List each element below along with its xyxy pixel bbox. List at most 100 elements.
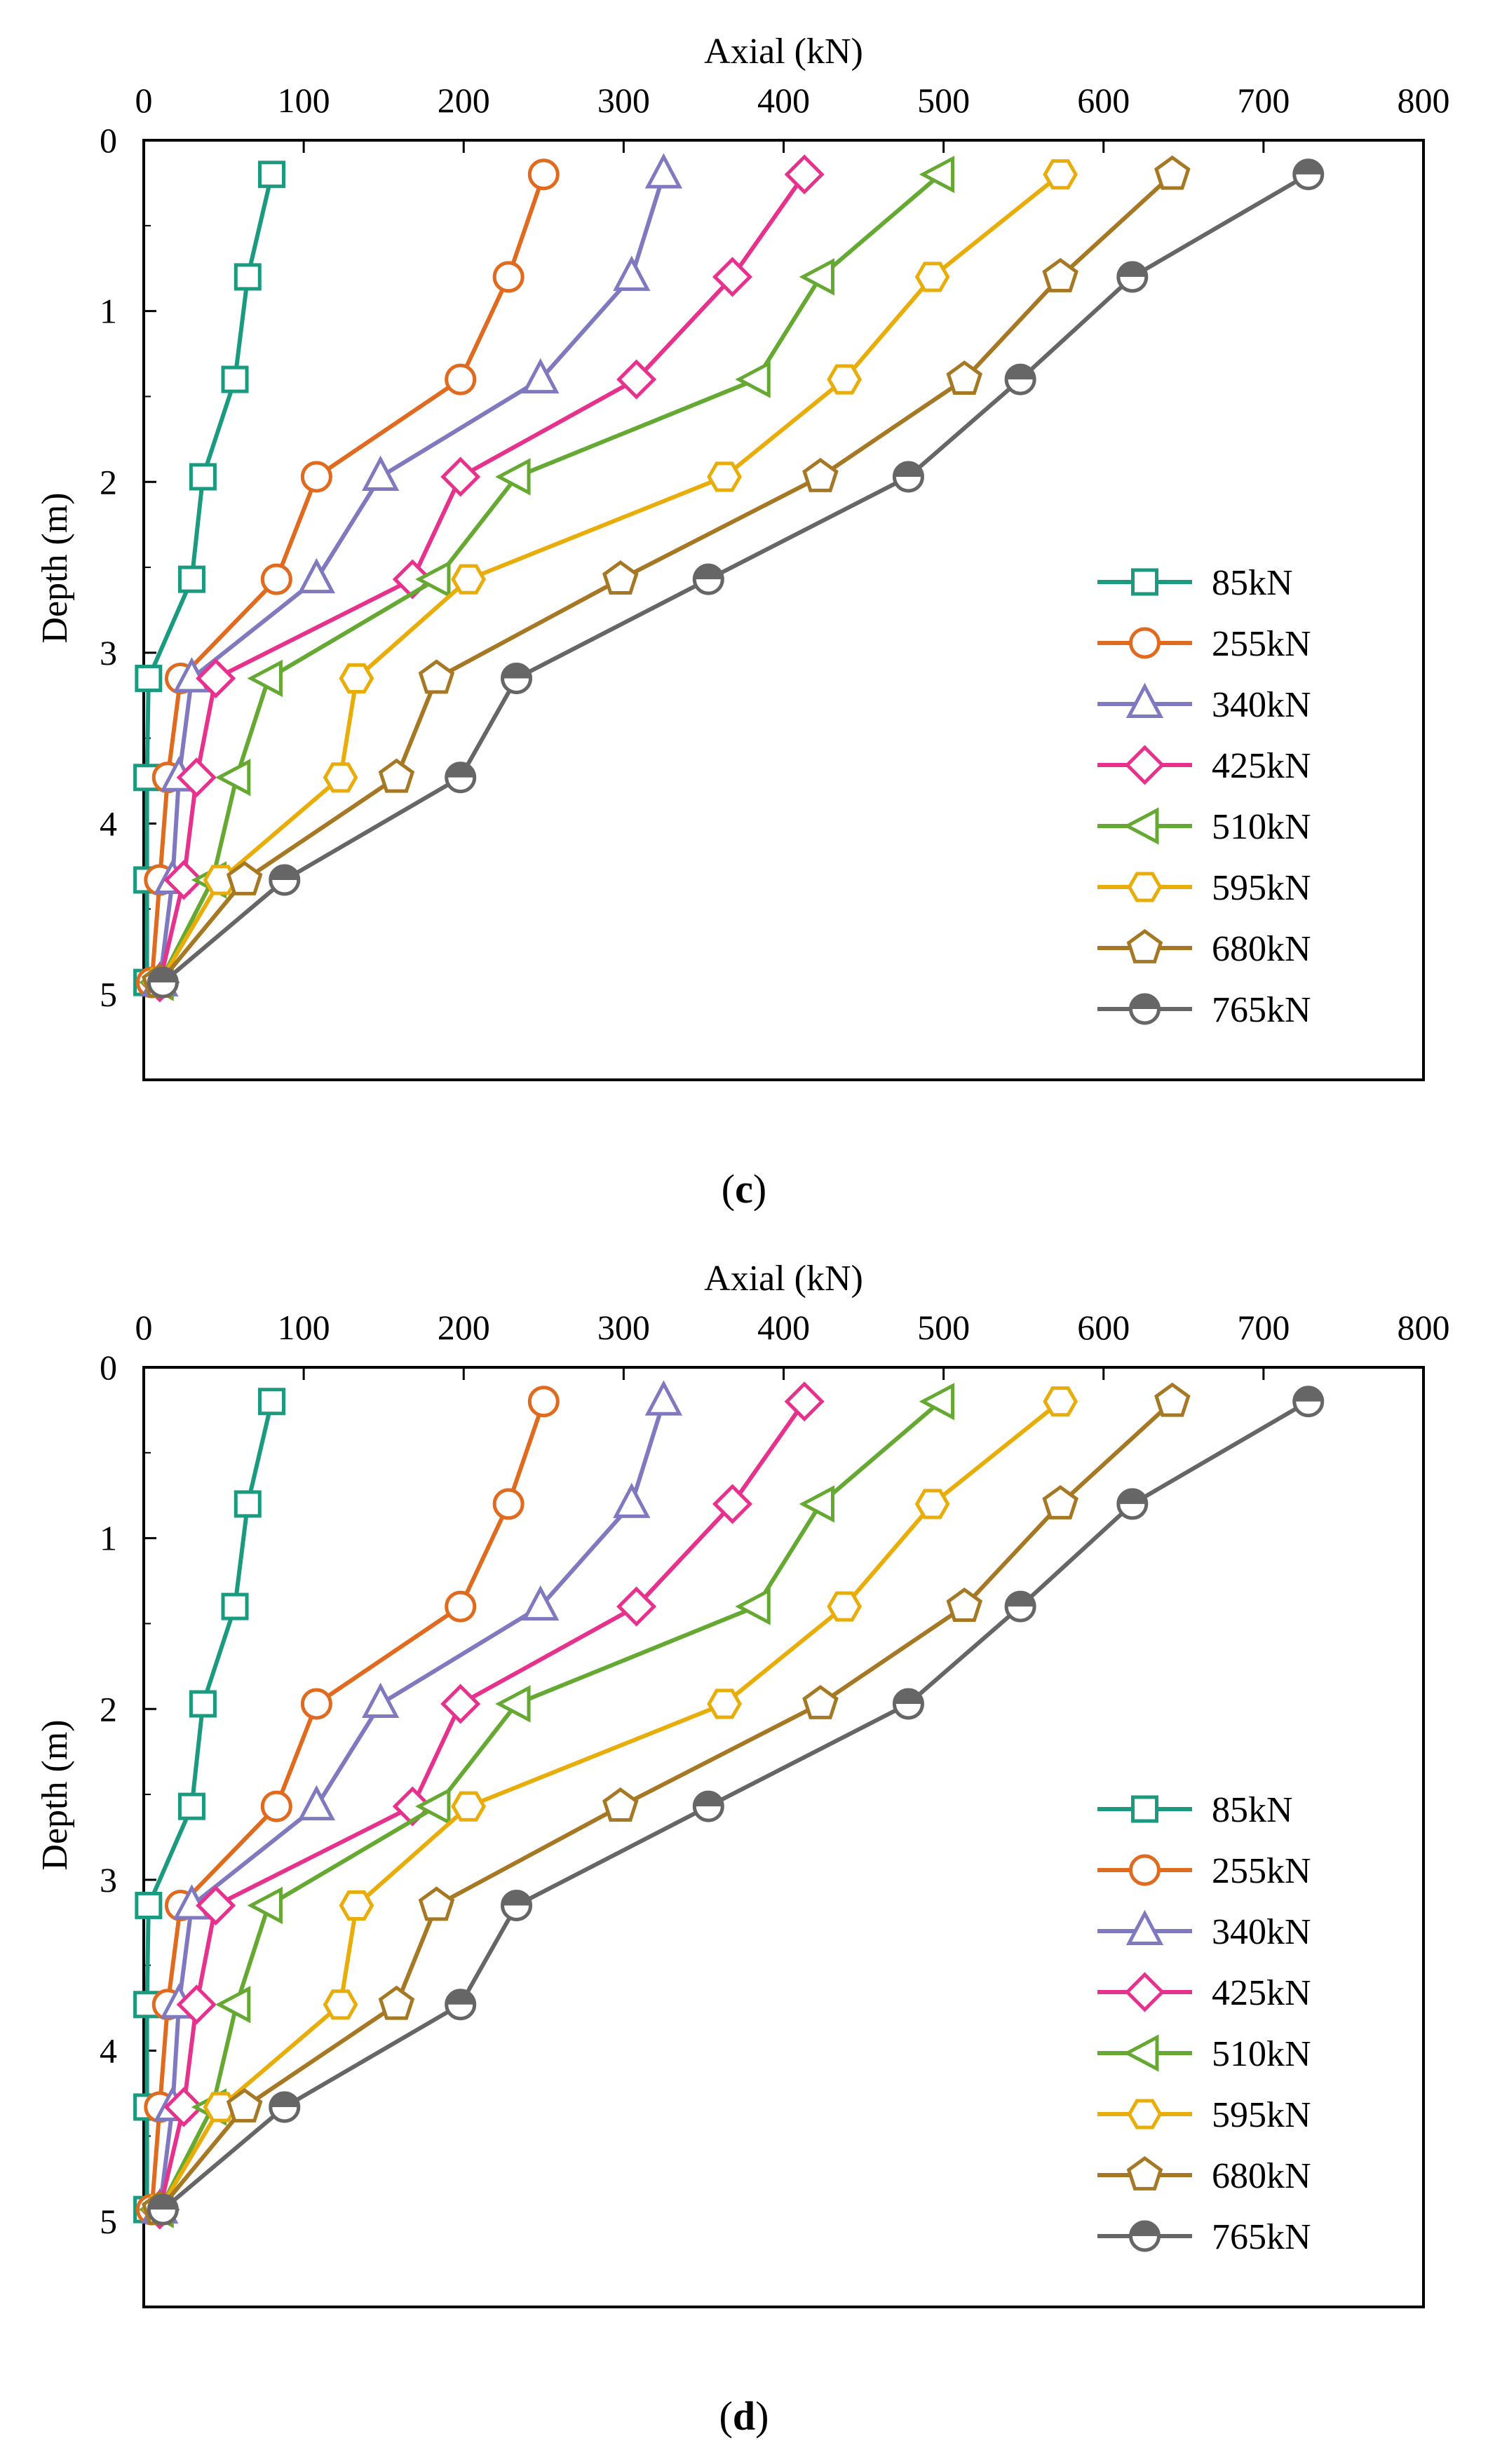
data-point-255kN [300,1688,332,1720]
x-tick-label: 500 [917,1308,970,1347]
data-point-425kN [196,658,236,698]
legend-marker [1126,2155,1163,2191]
data-point-680kN [1042,257,1078,292]
legend-marker [1123,807,1159,845]
legend-marker [1127,2099,1163,2130]
legend-item-765kN: 765kN [1097,990,1311,1030]
data-point-680kN [1042,1484,1078,1519]
data-point-425kN [163,2087,204,2127]
data-point-595kN [914,1489,950,1519]
data-point-680kN [602,560,639,595]
legend-label: 340kN [1212,685,1311,725]
legend-item-595kN: 595kN [1097,868,1311,908]
data-point-340kN [613,1482,651,1518]
series-340kN [141,1380,683,2224]
legend-item-85kN: 85kN [1097,1790,1293,1830]
legend-marker [1123,2034,1159,2072]
data-point-85kN [234,263,262,291]
y-axis-label: Depth (m) [35,1719,75,1870]
x-tick-label: 800 [1398,81,1450,120]
data-point-340kN [361,455,400,491]
data-point-595kN [323,1989,358,2020]
y-tick-label: 1 [100,292,117,331]
legend-item-85kN: 85kN [1097,563,1293,603]
data-point-765kN [147,2193,179,2226]
data-point-425kN [176,1984,217,2025]
data-point-595kN [1043,1386,1078,1417]
series-680kN [142,1382,1191,2226]
data-point-595kN [1043,159,1078,190]
data-point-765kN [147,966,179,999]
data-point-680kN [1154,1382,1191,1417]
x-tick-label: 500 [917,81,970,120]
y-tick-label: 5 [100,975,117,1014]
data-point-510kN [215,1986,251,2024]
series-line-85kN [144,1401,274,2210]
data-point-595kN [914,262,950,292]
data-point-765kN [1004,1590,1036,1623]
data-point-340kN [613,255,651,291]
legend-marker [1129,627,1161,659]
data-point-85kN [189,1690,217,1718]
x-tick-label: 700 [1237,81,1290,120]
data-point-595kN [451,1791,486,1822]
figure-panel-d: 0 100 200 300 400 500 600 700 800 Axial (kN) 0 1 2 3 4… [0,1227,1488,2460]
data-point-765kN [1116,1488,1149,1520]
data-point-595kN [339,663,374,694]
series-765kN [147,158,1325,999]
x-tick-label: 600 [1077,81,1130,120]
data-point-765kN [501,1889,533,1921]
data-point-340kN [522,1585,560,1621]
data-point-680kN [226,2087,263,2123]
data-point-510kN [919,1383,955,1421]
data-point-680kN [946,360,983,395]
data-point-340kN [522,358,560,394]
legend-marker [1131,1795,1158,1823]
legend-item-340kN: 340kN [1097,682,1311,725]
legend-label: 510kN [1212,2034,1311,2074]
legend-item-680kN: 680kN [1097,928,1311,969]
x-tick-label: 400 [757,1308,810,1347]
data-point-340kN [297,557,336,594]
data-point-255kN [492,261,525,293]
legend-marker [1129,993,1161,1025]
x-tick-label: 200 [438,81,490,120]
legend-marker [1125,682,1164,718]
data-point-595kN [339,1890,374,1921]
data-point-85kN [135,664,163,692]
data-point-510kN [247,659,283,698]
data-point-680kN [418,659,455,694]
legend-label: 340kN [1212,1912,1311,1952]
data-point-255kN [260,1790,292,1822]
data-point-85kN [177,565,205,593]
data-point-595kN [451,564,486,595]
data-point-340kN [644,1380,683,1416]
data-point-680kN [802,1684,839,1719]
legend-item-255kN: 255kN [1097,1851,1311,1891]
series-line-85kN [144,174,274,983]
data-point-425kN [712,1484,753,1524]
data-point-255kN [445,363,477,395]
legend-label: 680kN [1212,929,1311,969]
legend-marker [1127,872,1163,902]
legend-label: 85kN [1212,1790,1293,1830]
data-point-765kN [1116,261,1149,293]
data-point-510kN [735,360,771,398]
legend-label: 595kN [1212,868,1311,908]
y-tick-label: 4 [100,804,117,844]
y-tick-label: 3 [100,1860,117,1900]
x-tick-label: 100 [278,1308,330,1347]
y-tick-label: 0 [100,121,117,160]
y-tick-label: 5 [100,2202,117,2241]
data-point-680kN [946,1588,983,1623]
data-point-765kN [445,1989,477,2021]
data-point-85kN [221,365,249,393]
data-point-680kN [418,1886,455,1921]
data-point-680kN [1154,155,1191,190]
data-point-680kN [378,758,415,793]
data-point-765kN [892,1688,924,1720]
data-point-680kN [226,860,263,895]
data-point-510kN [215,759,251,797]
legend-marker [1125,1909,1164,1945]
